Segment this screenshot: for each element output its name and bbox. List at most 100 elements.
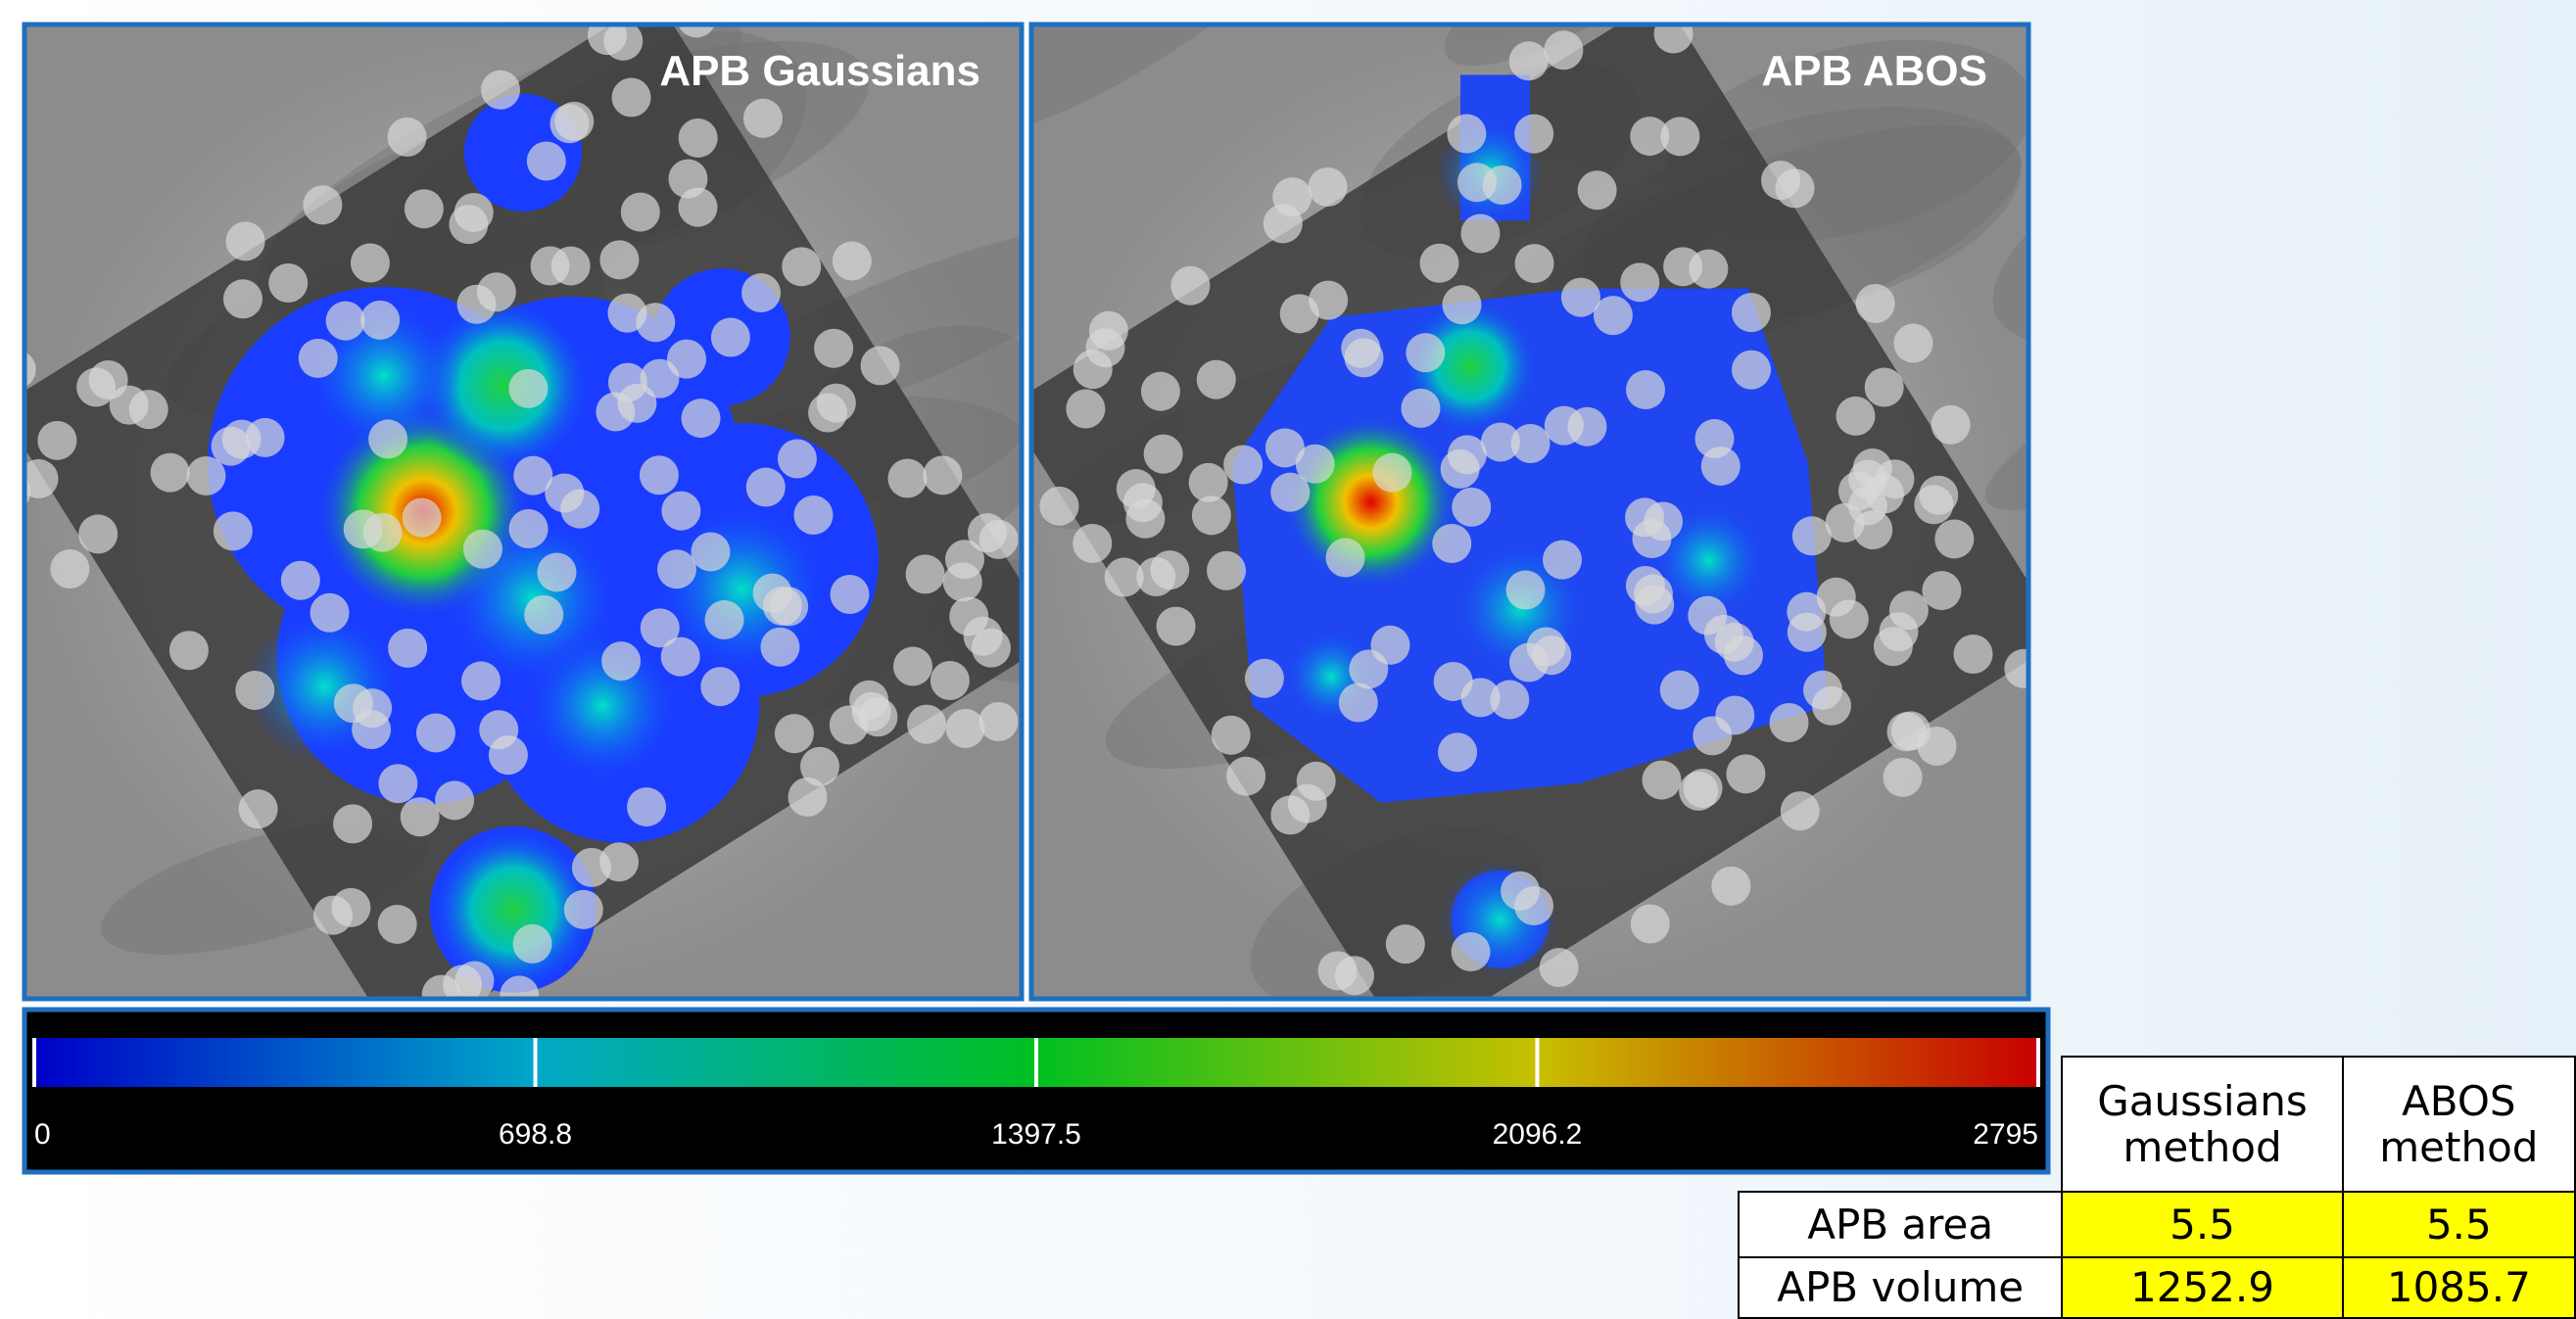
station-point <box>1545 406 1584 446</box>
station-point <box>1934 519 1974 558</box>
station-point <box>1438 732 1477 772</box>
station-point <box>564 890 603 929</box>
station-point <box>1509 643 1549 683</box>
station-point <box>454 961 494 1000</box>
station-point <box>808 394 847 433</box>
station-point <box>1452 488 1491 527</box>
value-cell: 1085.7 <box>2343 1257 2575 1318</box>
station-point <box>1372 453 1411 493</box>
station-point <box>378 905 417 944</box>
station-point <box>1272 177 1312 216</box>
station-point <box>1644 501 1683 541</box>
station-point <box>1635 586 1674 625</box>
row-label: APB volume <box>1739 1257 2062 1318</box>
station-point <box>949 596 988 636</box>
station-point <box>1643 761 1682 800</box>
station-point <box>1226 757 1265 796</box>
station-point <box>1660 671 1699 710</box>
station-point <box>1157 607 1196 646</box>
station-point <box>1073 524 1112 563</box>
station-point <box>1781 791 1820 830</box>
station-point <box>37 421 76 460</box>
station-point <box>326 302 365 341</box>
station-point <box>1144 435 1183 474</box>
station-point <box>1792 516 1832 555</box>
station-point <box>1514 115 1553 154</box>
station-point <box>782 247 821 286</box>
station-point <box>524 595 563 635</box>
station-point <box>151 453 190 493</box>
station-point <box>763 587 802 626</box>
station-point <box>1732 351 1771 390</box>
station-point <box>508 369 548 408</box>
station-point <box>682 399 721 438</box>
station-point <box>679 188 718 227</box>
row-label: APB area <box>1739 1192 2062 1257</box>
station-point <box>603 22 643 61</box>
station-point <box>481 71 520 110</box>
station-point <box>700 667 739 706</box>
slide: APB GaussiansAPB ABOS0698.81397.52096.22… <box>0 0 2576 1317</box>
station-point <box>788 777 828 817</box>
station-point <box>1511 424 1550 463</box>
station-point <box>388 118 427 157</box>
station-point <box>691 532 730 571</box>
station-point <box>1631 904 1670 943</box>
panel-title: APB Gaussians <box>659 47 980 95</box>
station-point <box>2004 649 2043 688</box>
station-point <box>943 562 982 601</box>
station-point <box>457 285 497 324</box>
station-point <box>214 511 253 550</box>
station-point <box>833 242 872 281</box>
station-point <box>1893 323 1932 362</box>
station-point <box>1830 599 1869 638</box>
station-point <box>930 661 970 700</box>
station-point <box>360 301 400 340</box>
station-point <box>378 764 417 803</box>
station-point <box>627 787 666 826</box>
station-point <box>1039 487 1078 526</box>
station-point <box>1836 397 1875 436</box>
station-point <box>1626 370 1665 409</box>
station-point <box>1270 795 1310 834</box>
station-point <box>169 631 209 670</box>
station-point <box>463 530 502 569</box>
station-point <box>1212 716 1251 755</box>
heatmap-panel <box>804 0 2525 1049</box>
station-point <box>246 418 285 457</box>
station-point <box>572 848 611 887</box>
colorbar-label: 0 <box>34 1118 51 1151</box>
station-point <box>1875 459 1914 498</box>
station-point <box>907 705 946 744</box>
station-point <box>1442 285 1481 324</box>
station-point <box>1884 758 1923 797</box>
station-point <box>861 346 900 385</box>
station-point <box>513 456 552 495</box>
station-point <box>461 661 501 700</box>
station-point <box>509 509 549 548</box>
station-point <box>1141 372 1180 411</box>
station-point <box>630 0 669 18</box>
station-point <box>299 339 338 378</box>
station-point <box>1932 405 1971 445</box>
station-point <box>310 593 350 633</box>
station-point <box>416 713 455 752</box>
station-point <box>1732 293 1771 332</box>
value-cell: 5.5 <box>2062 1192 2342 1257</box>
station-point <box>741 273 781 312</box>
station-point <box>351 244 390 283</box>
station-point <box>1919 476 1958 515</box>
station-point <box>1419 244 1458 283</box>
station-point <box>746 468 786 507</box>
station-point <box>599 240 639 279</box>
station-point <box>1654 14 1693 53</box>
station-point <box>601 641 641 681</box>
station-point <box>1660 117 1699 156</box>
colorbar-label: 2096.2 <box>1493 1118 1583 1151</box>
station-point <box>110 386 149 425</box>
station-point <box>531 246 570 285</box>
station-point <box>1452 932 1491 971</box>
station-point <box>1406 333 1445 372</box>
station-point <box>793 495 833 535</box>
station-point <box>1490 681 1529 720</box>
